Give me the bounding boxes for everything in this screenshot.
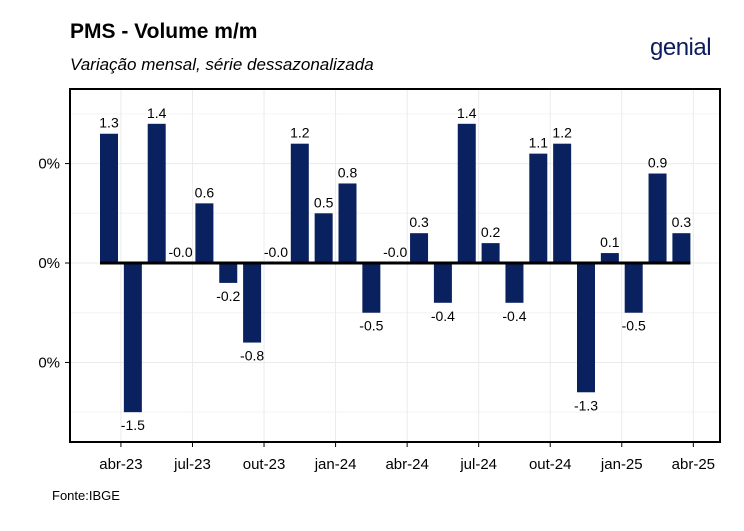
bar-mai-23 xyxy=(147,123,166,264)
bar-set-23 xyxy=(243,263,262,343)
bar-set-24 xyxy=(529,153,548,264)
data-label: 1.4 xyxy=(457,105,477,121)
bar-mar-25 xyxy=(672,233,691,264)
chart-subtitle: Variação mensal, série dessazonalizada xyxy=(70,55,374,74)
bar-dez-23 xyxy=(314,213,333,264)
data-label: 0.3 xyxy=(409,214,429,230)
bar-mai-24 xyxy=(433,263,452,303)
bar-abr-24 xyxy=(410,233,429,264)
data-label: 0.3 xyxy=(672,214,692,230)
data-label: 0.2 xyxy=(481,224,501,240)
data-label: 0.6 xyxy=(195,184,215,200)
bar-jul-23 xyxy=(195,203,214,264)
x-tick-label: abr-23 xyxy=(99,456,142,473)
data-label: -0.4 xyxy=(431,308,455,324)
data-label: 0.9 xyxy=(648,155,668,171)
data-label: -0.0 xyxy=(168,244,192,260)
data-label: 1.3 xyxy=(99,115,119,131)
x-tick-label: jul-24 xyxy=(459,456,497,473)
data-label: -0.8 xyxy=(240,348,264,364)
data-label: -0.4 xyxy=(502,308,526,324)
bar-out-24 xyxy=(553,143,572,264)
data-label: -0.0 xyxy=(383,244,407,260)
data-label: -0.5 xyxy=(622,318,646,334)
data-label: 1.1 xyxy=(529,135,549,151)
source-note: Fonte:IBGE xyxy=(52,488,120,503)
chart-title: PMS - Volume m/m xyxy=(70,20,258,43)
x-tick-label: jul-23 xyxy=(173,456,211,473)
data-label: 0.1 xyxy=(600,234,620,250)
bar-ago-24 xyxy=(505,263,524,303)
y-tick-label: 0% xyxy=(38,354,60,371)
data-label: 1.4 xyxy=(147,105,167,121)
data-label: 0.8 xyxy=(338,164,358,180)
bar-jan-24 xyxy=(338,183,357,264)
y-tick-label: 0% xyxy=(38,255,60,272)
bar-nov-23 xyxy=(290,143,309,264)
bar-fev-24 xyxy=(362,263,381,313)
bar-fev-25 xyxy=(648,173,667,264)
data-label: -1.3 xyxy=(574,397,598,413)
data-label: 0.5 xyxy=(314,194,334,210)
bar-jun-24 xyxy=(457,123,476,264)
data-label: 1.2 xyxy=(552,125,572,141)
x-tick-label: jan-24 xyxy=(314,456,357,473)
bar-jan-25 xyxy=(624,263,643,313)
bar-mar-23 xyxy=(100,133,118,264)
logo-text: genial xyxy=(650,34,712,61)
bar-dez-24 xyxy=(600,253,619,264)
x-tick-label: jan-25 xyxy=(600,456,643,473)
data-label: 1.2 xyxy=(290,125,310,141)
data-label: -0.5 xyxy=(359,318,383,334)
x-tick-label: abr-24 xyxy=(385,456,428,473)
bar-nov-24 xyxy=(577,263,595,393)
x-tick-label: out-24 xyxy=(529,456,572,473)
data-label: -1.5 xyxy=(121,417,145,433)
x-tick-label: abr-25 xyxy=(672,456,715,473)
data-label: -0.0 xyxy=(264,244,288,260)
data-label: -0.2 xyxy=(216,288,240,304)
bar-jul-24 xyxy=(481,243,500,264)
y-tick-label: 0% xyxy=(38,156,60,173)
x-tick-label: out-23 xyxy=(243,456,286,473)
plot-frame xyxy=(69,88,721,443)
bar-ago-23 xyxy=(219,263,238,283)
bar-abr-23 xyxy=(123,263,142,413)
